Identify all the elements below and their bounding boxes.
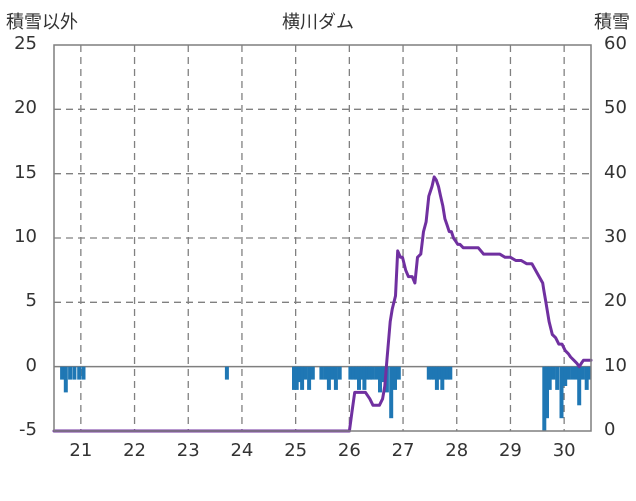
bar <box>365 366 370 380</box>
chart-title: 横川ダム <box>282 12 354 33</box>
x-tick-label: 25 <box>284 440 308 461</box>
bar <box>445 366 450 380</box>
bar <box>440 366 445 390</box>
x-tick-label: 21 <box>69 440 93 461</box>
bar <box>577 366 582 406</box>
left-tick-label: 15 <box>14 161 37 183</box>
bar <box>77 366 82 380</box>
plot-frame <box>53 44 592 432</box>
bar <box>224 366 229 380</box>
bar <box>384 366 389 393</box>
bar <box>566 366 571 380</box>
bar <box>448 366 453 380</box>
bar <box>563 366 568 386</box>
bar <box>81 366 86 380</box>
bar <box>307 366 312 390</box>
bar <box>381 366 386 383</box>
bar <box>63 366 68 393</box>
bar-series <box>60 366 592 431</box>
bar <box>434 366 439 390</box>
bar <box>310 366 315 380</box>
bar <box>374 366 379 380</box>
bar <box>297 366 302 383</box>
left-tick-label: 10 <box>14 226 37 247</box>
x-tick-label: 23 <box>176 440 200 461</box>
bar <box>429 366 434 380</box>
right-axis-label: 積雪 <box>594 12 630 33</box>
right-tick-label: 40 <box>604 161 627 183</box>
x-tick-label: 26 <box>337 440 361 461</box>
bar <box>555 366 560 390</box>
bar <box>587 366 592 380</box>
right-tick-label: 10 <box>604 354 627 376</box>
x-tick-label: 24 <box>230 440 254 461</box>
right-tick-label: 60 <box>604 33 627 54</box>
bar <box>68 366 73 380</box>
x-tick-label: 29 <box>498 440 522 461</box>
x-tick-label: 27 <box>391 440 415 461</box>
bar <box>584 366 589 390</box>
bar <box>337 366 342 380</box>
bar <box>330 366 335 380</box>
bar <box>393 366 397 390</box>
bar <box>389 366 394 419</box>
bar <box>72 366 77 380</box>
bar <box>574 366 578 380</box>
bar <box>542 366 547 431</box>
bar <box>580 366 585 380</box>
bar <box>319 366 324 380</box>
bar <box>60 366 65 380</box>
bar <box>559 366 564 419</box>
bar <box>378 366 382 393</box>
bar <box>442 366 447 380</box>
bar <box>354 366 359 380</box>
bar <box>545 366 549 419</box>
bar <box>547 366 552 390</box>
bar <box>367 366 372 380</box>
grid <box>54 45 591 431</box>
bar <box>570 366 575 380</box>
bar <box>432 366 437 380</box>
line-series <box>52 175 593 433</box>
bar <box>370 366 375 380</box>
bar <box>437 366 442 380</box>
bar <box>396 366 401 380</box>
bar <box>359 366 364 380</box>
bar <box>292 366 296 390</box>
bar <box>362 366 367 390</box>
right-tick-label: 20 <box>604 290 627 312</box>
left-axis-label: 積雪以外 <box>6 12 78 33</box>
x-tick-label: 28 <box>445 440 469 461</box>
left-tick-label: 5 <box>25 290 37 312</box>
bar <box>300 366 305 390</box>
bar <box>303 366 308 380</box>
left-tick-label: 20 <box>14 97 37 119</box>
left-tick-label: 25 <box>14 33 37 54</box>
bar <box>351 366 356 380</box>
bar <box>333 366 338 390</box>
left-tick-label: 0 <box>25 354 37 376</box>
bar <box>551 366 556 380</box>
right-tick-label: 0 <box>604 419 616 440</box>
bar <box>294 366 299 390</box>
bar <box>426 366 431 380</box>
bar <box>348 366 353 380</box>
right-tick-label: 50 <box>604 97 627 119</box>
bar <box>323 366 328 380</box>
right-tick-label: 30 <box>604 226 627 247</box>
left-tick-label: -5 <box>19 419 37 440</box>
bar <box>326 366 331 390</box>
bar <box>357 366 361 390</box>
x-tick-label: 30 <box>552 440 576 461</box>
x-tick-label: 22 <box>123 440 146 461</box>
